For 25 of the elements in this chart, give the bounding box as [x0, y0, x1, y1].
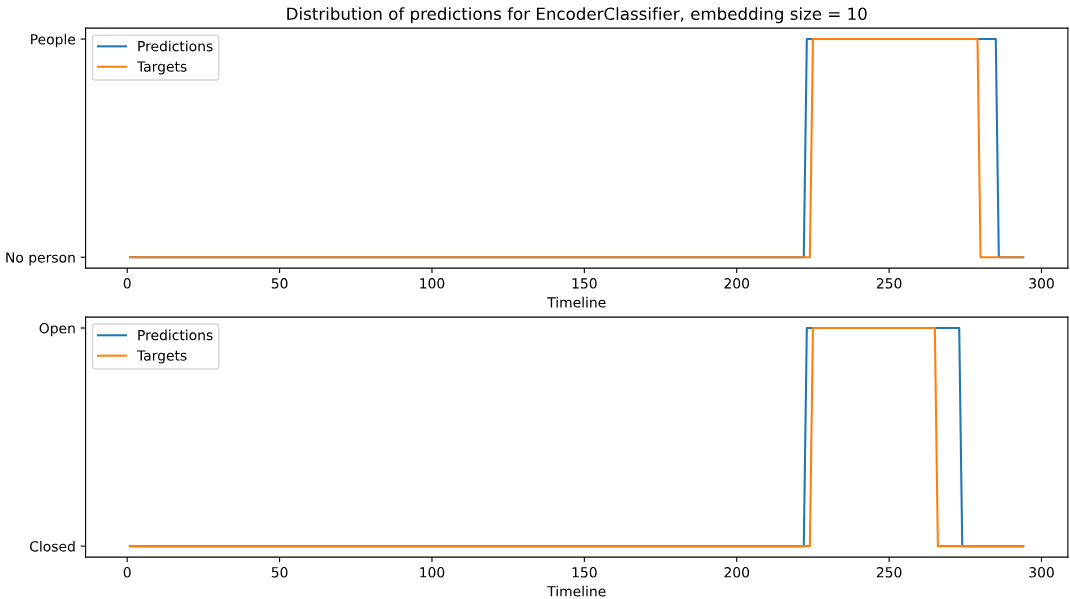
chart-title: Distribution of predictions for EncoderClassifier, embedding size = 10 [287, 7, 867, 24]
x-tick-label: 50 [271, 567, 288, 578]
x-tick-label: 250 [876, 567, 902, 578]
category-label: Closed [30, 540, 75, 552]
legend-label: Targets [136, 61, 187, 75]
category-label: Open [39, 322, 75, 337]
x-tick-label: 150 [572, 278, 597, 289]
x-tick-label: 150 [572, 567, 597, 578]
x-tick-label: 100 [420, 567, 445, 578]
x-axis-title: Timeline [547, 585, 606, 597]
x-tick-label: 0 [123, 567, 131, 578]
category-label: No person [6, 252, 75, 266]
x-axis-title: Timeline [547, 296, 606, 308]
legend-label: Predictions [138, 40, 213, 52]
x-tick-label: 300 [1029, 567, 1054, 578]
x-tick-label: 200 [724, 278, 750, 289]
legend-label: Predictions [138, 329, 213, 341]
legend-label: Targets [136, 350, 187, 364]
category-label: People [31, 33, 76, 48]
x-tick-label: 50 [271, 278, 288, 289]
x-tick-label: 100 [420, 278, 445, 289]
x-tick-label: 300 [1029, 278, 1054, 289]
x-tick-label: 200 [724, 567, 750, 578]
x-tick-label: 250 [876, 278, 902, 289]
x-tick-label: 0 [123, 278, 131, 289]
